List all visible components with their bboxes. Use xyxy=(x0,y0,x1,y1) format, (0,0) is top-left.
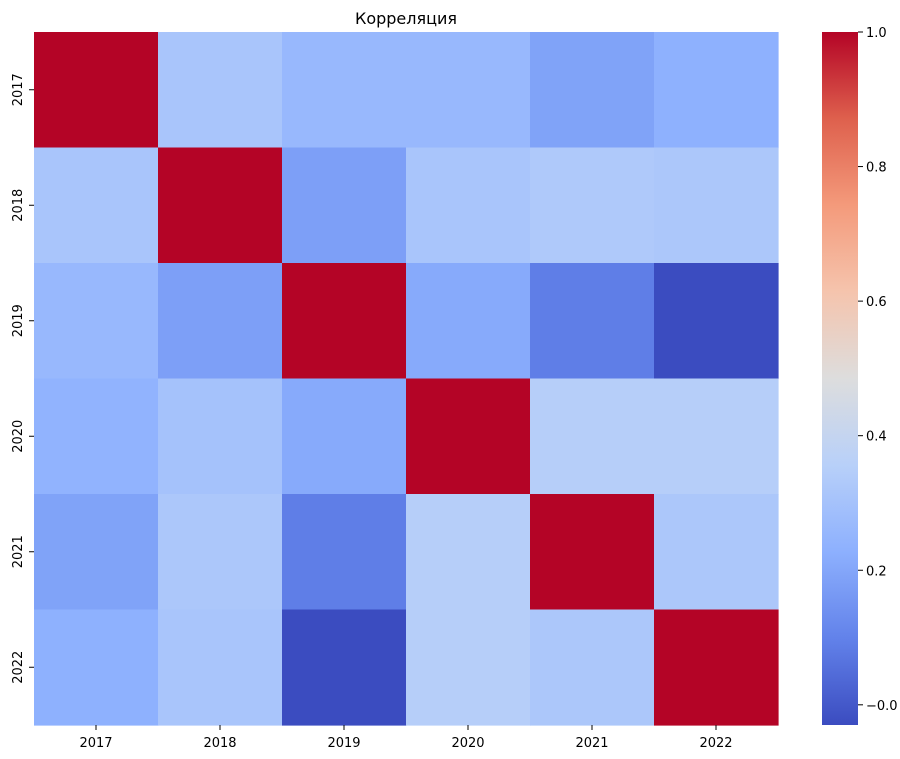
colorbar-tick-label: 1.0 xyxy=(866,26,887,41)
heatmap-cell-2018-2021 xyxy=(530,147,655,264)
heatmap-cell-2022-2021 xyxy=(530,609,655,726)
y-tick-label: 2017 xyxy=(11,73,26,106)
heatmap-cells xyxy=(34,32,779,726)
x-tick-label: 2021 xyxy=(575,736,608,751)
x-tick-label: 2017 xyxy=(79,736,112,751)
heatmap-cell-2020-2019 xyxy=(282,378,407,495)
heatmap-cell-2019-2019 xyxy=(282,263,407,380)
heatmap-cell-2017-2022 xyxy=(654,32,779,149)
heatmap-cell-2022-2022 xyxy=(654,609,779,726)
colorbar-tick-label: −0.0 xyxy=(866,699,898,714)
colorbar-tick-label: 0.4 xyxy=(866,430,887,445)
colorbar-tick-label: 0.2 xyxy=(866,564,887,579)
heatmap-cell-2019-2020 xyxy=(406,263,531,380)
heatmap-cell-2021-2021 xyxy=(530,494,655,611)
x-tick-label: 2022 xyxy=(699,736,732,751)
x-tick-label: 2019 xyxy=(327,736,360,751)
heatmap-cell-2019-2018 xyxy=(158,263,283,380)
y-tick-label: 2021 xyxy=(11,535,26,568)
heatmap-cell-2018-2020 xyxy=(406,147,531,264)
heatmap-cell-2017-2017 xyxy=(34,32,159,149)
y-tick-label: 2022 xyxy=(11,651,26,684)
x-tick-label: 2020 xyxy=(451,736,484,751)
heatmap-cell-2018-2018 xyxy=(158,147,283,264)
heatmap-cell-2021-2017 xyxy=(34,494,159,611)
heatmap-cell-2019-2021 xyxy=(530,263,655,380)
heatmap-cell-2019-2022 xyxy=(654,263,779,380)
heatmap-cell-2022-2020 xyxy=(406,609,531,726)
y-tick-label: 2018 xyxy=(11,189,26,222)
colorbar-ticks: −0.0 0.2 0.4 0.6 0.8 1.0 xyxy=(858,26,898,714)
heatmap-cell-2018-2019 xyxy=(282,147,407,264)
heatmap-cell-2018-2017 xyxy=(34,147,159,264)
y-tick-label: 2020 xyxy=(11,420,26,453)
heatmap-cell-2017-2021 xyxy=(530,32,655,149)
heatmap-cell-2021-2018 xyxy=(158,494,283,611)
heatmap-cell-2022-2017 xyxy=(34,609,159,726)
heatmap-cell-2018-2022 xyxy=(654,147,779,264)
chart-title: Корреляция xyxy=(355,9,457,28)
x-axis-ticks: 2017 2018 2019 2020 2021 2022 xyxy=(79,725,733,751)
colorbar-tick-label: 0.6 xyxy=(866,295,887,310)
heatmap-cell-2021-2020 xyxy=(406,494,531,611)
heatmap-cell-2020-2018 xyxy=(158,378,283,495)
heatmap-cell-2017-2018 xyxy=(158,32,283,149)
heatmap-cell-2020-2022 xyxy=(654,378,779,495)
heatmap-cell-2020-2020 xyxy=(406,378,531,495)
heatmap-cell-2020-2017 xyxy=(34,378,159,495)
y-axis-ticks: 2017 2018 2019 2020 2021 2022 xyxy=(11,73,34,684)
heatmap-cell-2020-2021 xyxy=(530,378,655,495)
y-tick-label: 2019 xyxy=(11,304,26,337)
heatmap-cell-2017-2019 xyxy=(282,32,407,149)
heatmap-cell-2021-2019 xyxy=(282,494,407,611)
colorbar xyxy=(822,32,858,725)
heatmap-cell-2017-2020 xyxy=(406,32,531,149)
heatmap-cell-2022-2018 xyxy=(158,609,283,726)
x-tick-label: 2018 xyxy=(203,736,236,751)
heatmap-cell-2019-2017 xyxy=(34,263,159,380)
heatmap-cell-2022-2019 xyxy=(282,609,407,726)
colorbar-tick-label: 0.8 xyxy=(866,161,887,176)
heatmap-cell-2021-2022 xyxy=(654,494,779,611)
